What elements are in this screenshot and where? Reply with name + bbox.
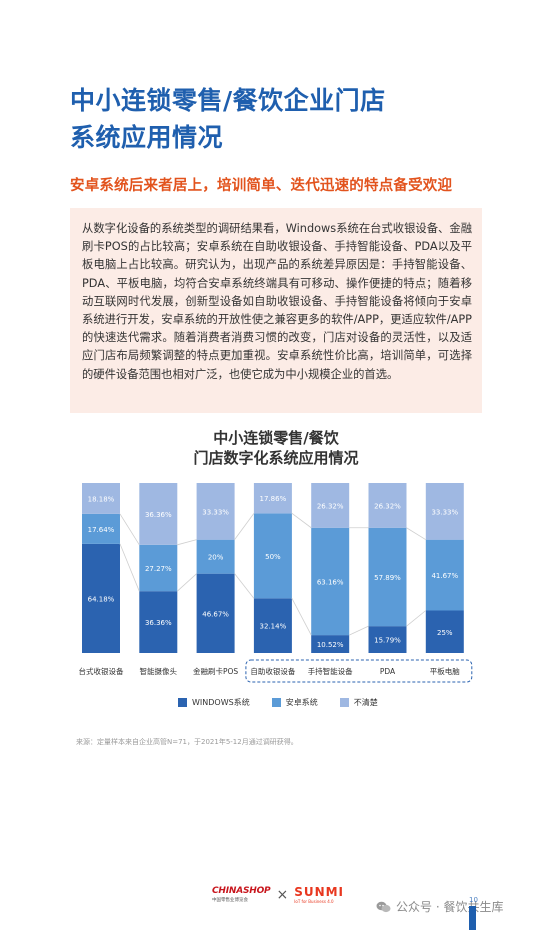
data-label: 36.36% — [145, 511, 172, 519]
bar-segment — [311, 483, 350, 528]
bar-segment — [425, 610, 464, 653]
data-label: 20% — [208, 554, 224, 562]
legend-label-unknown: 不清楚 — [353, 698, 378, 707]
data-label: 27.27% — [145, 565, 172, 573]
legend-label-windows: WINDOWS系统 — [192, 698, 250, 707]
bar-segment — [196, 539, 235, 574]
data-label: 17.64% — [88, 526, 115, 534]
watermark-text: 公众号 · 餐饮共生库 — [396, 900, 504, 914]
connector-line — [406, 527, 427, 541]
sunmi-logo-sub: IoT for Business 4.0 — [294, 899, 334, 904]
bar-segment — [368, 626, 407, 653]
page-number: 10 — [469, 896, 478, 904]
stacked-bar-chart: 64.18% 17.64% 18.18% 台式收银设备 36.36% 27.27% 36.3… — [79, 483, 473, 683]
bar-segment — [196, 483, 235, 540]
sunmi-logo-text: SUNMI — [294, 885, 345, 899]
bar-segment — [425, 483, 464, 540]
bar-segment — [368, 483, 407, 528]
data-label: 18.18% — [88, 495, 115, 503]
bar-segment — [253, 483, 292, 514]
connector-line — [177, 539, 197, 546]
highlight-group-box — [245, 659, 473, 683]
bar-segment — [311, 635, 350, 653]
data-label: 64.18% — [88, 595, 115, 603]
data-label: 26.32% — [374, 502, 401, 510]
data-label: 10.52% — [317, 641, 344, 649]
connector-line — [119, 543, 140, 592]
bar-segment — [368, 527, 407, 627]
bar-segment — [196, 573, 235, 653]
connector-line — [349, 625, 369, 636]
footer-logos: CHINASHOP 中国零售业博览会 × SUNMI IoT for Busin… — [212, 885, 344, 904]
chart-title-line2: 门店数字化系统应用情况 — [193, 449, 359, 467]
bar-segment — [139, 544, 178, 592]
bar-segment — [253, 513, 292, 599]
data-label: 50% — [265, 553, 281, 561]
legend-swatch-unknown — [339, 698, 349, 707]
bar-segment — [82, 543, 120, 653]
category-label: 自助收银设备 — [250, 666, 295, 676]
data-label: 41.67% — [431, 572, 458, 580]
connector-line — [234, 513, 255, 540]
bar-segment — [139, 591, 178, 653]
bar-segment — [139, 483, 178, 545]
connector-line — [234, 573, 255, 599]
data-label: 46.67% — [202, 610, 229, 618]
data-label: 36.36% — [145, 619, 172, 627]
legend-swatch-windows — [178, 698, 187, 707]
category-label: 平板电脑 — [430, 666, 460, 676]
connector-line — [291, 598, 312, 636]
legend-label-android: 安卓系统 — [285, 698, 318, 707]
data-label: 26.32% — [317, 502, 344, 510]
data-label: 63.16% — [317, 578, 344, 586]
chinashop-logo-sub: 中国零售业博览会 — [212, 898, 248, 903]
page-title-line1: 中小连锁零售/餐饮企业门店 — [70, 86, 386, 115]
page-title-line2: 系统应用情况 — [70, 123, 224, 152]
chinashop-logo: CHINASHOP 中国零售业博览会 — [212, 886, 271, 903]
bar-segment — [82, 483, 120, 514]
category-label: 金融刷卡POS — [193, 666, 238, 676]
bar-segment — [82, 513, 120, 544]
data-label: 15.79% — [374, 637, 401, 645]
page-title: 中小连锁零售/餐饮企业门店 系统应用情况 — [70, 82, 386, 156]
watermark: 公众号 · 餐饮共生库 — [376, 898, 503, 915]
data-label: 57.89% — [374, 574, 401, 582]
legend-item-unknown: 不清楚 — [339, 697, 378, 708]
summary-box: 从数字化设备的系统类型的调研结果看，Windows系统在台式收银设备、金融刷卡P… — [70, 208, 482, 413]
chart-legend: WINDOWS系统 安卓系统 不清楚 — [178, 697, 400, 708]
data-label: 25% — [437, 629, 453, 637]
legend-swatch-android — [271, 698, 281, 707]
sunmi-logo: SUNMI IoT for Business 4.0 — [294, 885, 344, 904]
connector-line — [177, 573, 197, 592]
summary-text: 从数字化设备的系统类型的调研结果看，Windows系统在台式收银设备、金融刷卡P… — [82, 222, 472, 381]
connector-line — [119, 513, 140, 546]
legend-item-windows: WINDOWS系统 — [178, 697, 250, 708]
legend-item-android: 安卓系统 — [271, 697, 318, 708]
category-label: PDA — [380, 667, 396, 676]
source-note: 来源：定量样本来自企业高管N=71，于2021年5-12月通过调研获得。 — [76, 738, 298, 746]
section-subtitle: 安卓系统后来者居上，培训简单、迭代迅速的特点备受欢迎 — [70, 178, 453, 194]
wechat-icon — [376, 901, 391, 912]
times-icon: × — [276, 886, 289, 903]
chinashop-logo-text: CHINASHOP — [212, 886, 271, 896]
connector-line — [291, 513, 312, 529]
connector-line — [406, 610, 427, 627]
bar-segment — [311, 527, 350, 636]
bar-segment — [425, 539, 464, 611]
category-label: 台式收银设备 — [79, 666, 124, 676]
data-label: 33.33% — [202, 508, 229, 516]
data-label: 33.33% — [431, 508, 458, 516]
category-label: 手持智能设备 — [308, 666, 353, 676]
data-label: 17.86% — [260, 495, 287, 503]
bar-segment — [253, 598, 292, 653]
data-label: 32.14% — [260, 623, 287, 631]
page-accent-bar — [469, 906, 476, 930]
chart-title-line1: 中小连锁零售/餐饮 — [213, 429, 339, 447]
category-label: 智能摄像头 — [140, 666, 178, 676]
